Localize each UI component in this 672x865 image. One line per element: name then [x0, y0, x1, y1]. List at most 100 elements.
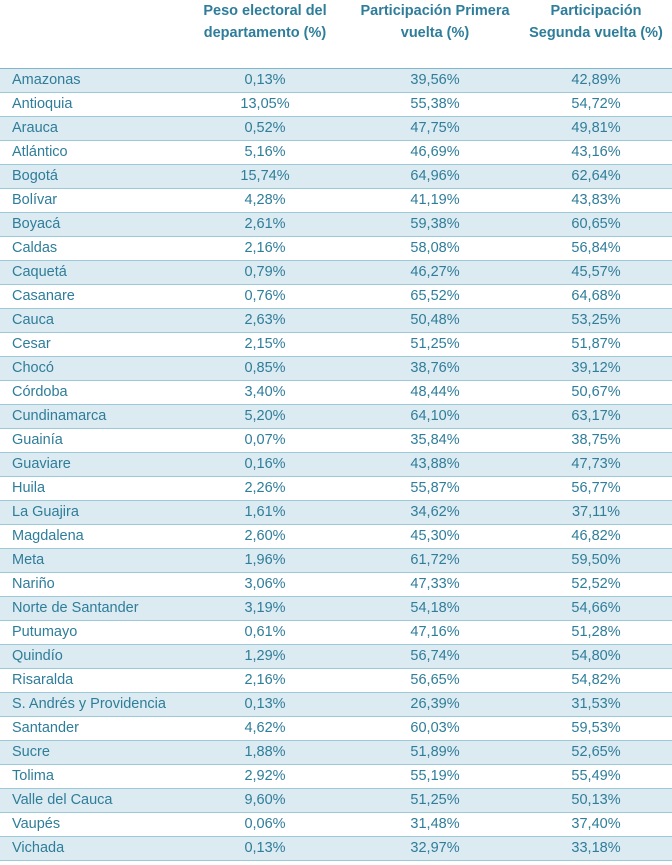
second-round-cell: 52,65% — [520, 740, 672, 765]
electoral-weight-cell: 15,74% — [180, 164, 350, 189]
second-round-cell: 50,13% — [520, 788, 672, 813]
second-round-cell: 31,53% — [520, 692, 672, 717]
second-round-cell: 54,66% — [520, 596, 672, 621]
table-header: Peso electoral del departamento (%) Part… — [0, 0, 672, 69]
department-cell: Sucre — [0, 740, 180, 765]
electoral-weight-cell: 0,13% — [180, 836, 350, 861]
department-cell: Arauca — [0, 116, 180, 141]
department-cell: Vichada — [0, 836, 180, 861]
department-cell: Casanare — [0, 284, 180, 309]
first-round-cell: 51,25% — [350, 332, 520, 357]
second-round-cell: 53,25% — [520, 308, 672, 333]
table-row: Quindío 1,29% 56,74% 54,80% — [0, 644, 672, 669]
electoral-weight-cell: 1,88% — [180, 740, 350, 765]
electoral-weight-cell: 2,15% — [180, 332, 350, 357]
second-round-cell: 37,40% — [520, 812, 672, 837]
table-body: Amazonas 0,13% 39,56% 42,89% Antioquia 13,05%… — [0, 68, 672, 861]
second-round-cell: 64,68% — [520, 284, 672, 309]
table-row: Antioquia 13,05% 55,38% 54,72% — [0, 92, 672, 117]
second-round-cell: 46,82% — [520, 524, 672, 549]
first-round-cell: 38,76% — [350, 356, 520, 381]
second-round-cell: 55,49% — [520, 764, 672, 789]
first-round-cell: 26,39% — [350, 692, 520, 717]
electoral-weight-cell: 3,19% — [180, 596, 350, 621]
second-round-cell: 51,87% — [520, 332, 672, 357]
first-round-cell: 61,72% — [350, 548, 520, 573]
header-first-round: Participación Primera vuelta (%) — [350, 0, 520, 69]
first-round-cell: 56,65% — [350, 668, 520, 693]
first-round-cell: 47,75% — [350, 116, 520, 141]
second-round-cell: 54,72% — [520, 92, 672, 117]
second-round-cell: 56,77% — [520, 476, 672, 501]
electoral-weight-cell: 1,61% — [180, 500, 350, 525]
department-cell: Cundinamarca — [0, 404, 180, 429]
table-row: Arauca 0,52% 47,75% 49,81% — [0, 116, 672, 141]
second-round-cell: 45,57% — [520, 260, 672, 285]
department-cell: Santander — [0, 716, 180, 741]
first-round-cell: 59,38% — [350, 212, 520, 237]
department-cell: Vaupés — [0, 812, 180, 837]
first-round-cell: 55,87% — [350, 476, 520, 501]
department-cell: Chocó — [0, 356, 180, 381]
first-round-cell: 32,97% — [350, 836, 520, 861]
table-row: Bolívar 4,28% 41,19% 43,83% — [0, 188, 672, 213]
first-round-cell: 45,30% — [350, 524, 520, 549]
department-cell: Meta — [0, 548, 180, 573]
first-round-cell: 41,19% — [350, 188, 520, 213]
department-cell: Tolima — [0, 764, 180, 789]
second-round-cell: 52,52% — [520, 572, 672, 597]
electoral-weight-cell: 2,60% — [180, 524, 350, 549]
table-row: S. Andrés y Providencia 0,13% 26,39% 31,53% — [0, 692, 672, 717]
header-second-round: Participación Segunda vuelta (%) — [520, 0, 672, 69]
electoral-weight-cell: 13,05% — [180, 92, 350, 117]
second-round-cell: 54,82% — [520, 668, 672, 693]
electoral-weight-cell: 1,96% — [180, 548, 350, 573]
first-round-cell: 39,56% — [350, 68, 520, 93]
second-round-cell: 59,53% — [520, 716, 672, 741]
second-round-cell: 49,81% — [520, 116, 672, 141]
department-cell: Nariño — [0, 572, 180, 597]
electoral-weight-cell: 0,06% — [180, 812, 350, 837]
second-round-cell: 59,50% — [520, 548, 672, 573]
first-round-cell: 51,89% — [350, 740, 520, 765]
table-row: Chocó 0,85% 38,76% 39,12% — [0, 356, 672, 381]
department-cell: Guaviare — [0, 452, 180, 477]
table-row: Cesar 2,15% 51,25% 51,87% — [0, 332, 672, 357]
department-cell: Putumayo — [0, 620, 180, 645]
second-round-cell: 43,83% — [520, 188, 672, 213]
table-row: Casanare 0,76% 65,52% 64,68% — [0, 284, 672, 309]
second-round-cell: 43,16% — [520, 140, 672, 165]
table-row: Cundinamarca 5,20% 64,10% 63,17% — [0, 404, 672, 429]
electoral-weight-cell: 0,13% — [180, 692, 350, 717]
electoral-weight-cell: 1,29% — [180, 644, 350, 669]
department-cell: Córdoba — [0, 380, 180, 405]
department-cell: Antioquia — [0, 92, 180, 117]
table-row: Córdoba 3,40% 48,44% 50,67% — [0, 380, 672, 405]
electoral-weight-cell: 5,16% — [180, 140, 350, 165]
department-cell: Magdalena — [0, 524, 180, 549]
table-row: Amazonas 0,13% 39,56% 42,89% — [0, 68, 672, 93]
first-round-cell: 55,38% — [350, 92, 520, 117]
table-row: Caquetá 0,79% 46,27% 45,57% — [0, 260, 672, 285]
table-row: Bogotá 15,74% 64,96% 62,64% — [0, 164, 672, 189]
table-row: Nariño 3,06% 47,33% 52,52% — [0, 572, 672, 597]
first-round-cell: 46,69% — [350, 140, 520, 165]
table-row: Guaviare 0,16% 43,88% 47,73% — [0, 452, 672, 477]
first-round-cell: 60,03% — [350, 716, 520, 741]
electoral-weight-cell: 5,20% — [180, 404, 350, 429]
second-round-cell: 62,64% — [520, 164, 672, 189]
electoral-weight-cell: 2,92% — [180, 764, 350, 789]
second-round-cell: 39,12% — [520, 356, 672, 381]
header-electoral-weight: Peso electoral del departamento (%) — [180, 0, 350, 69]
first-round-cell: 31,48% — [350, 812, 520, 837]
first-round-cell: 47,16% — [350, 620, 520, 645]
table-row: Atlántico 5,16% 46,69% 43,16% — [0, 140, 672, 165]
electoral-weight-cell: 0,52% — [180, 116, 350, 141]
electoral-weight-cell: 9,60% — [180, 788, 350, 813]
table-row: Boyacá 2,61% 59,38% 60,65% — [0, 212, 672, 237]
second-round-cell: 60,65% — [520, 212, 672, 237]
first-round-cell: 50,48% — [350, 308, 520, 333]
second-round-cell: 33,18% — [520, 836, 672, 861]
second-round-cell: 42,89% — [520, 68, 672, 93]
